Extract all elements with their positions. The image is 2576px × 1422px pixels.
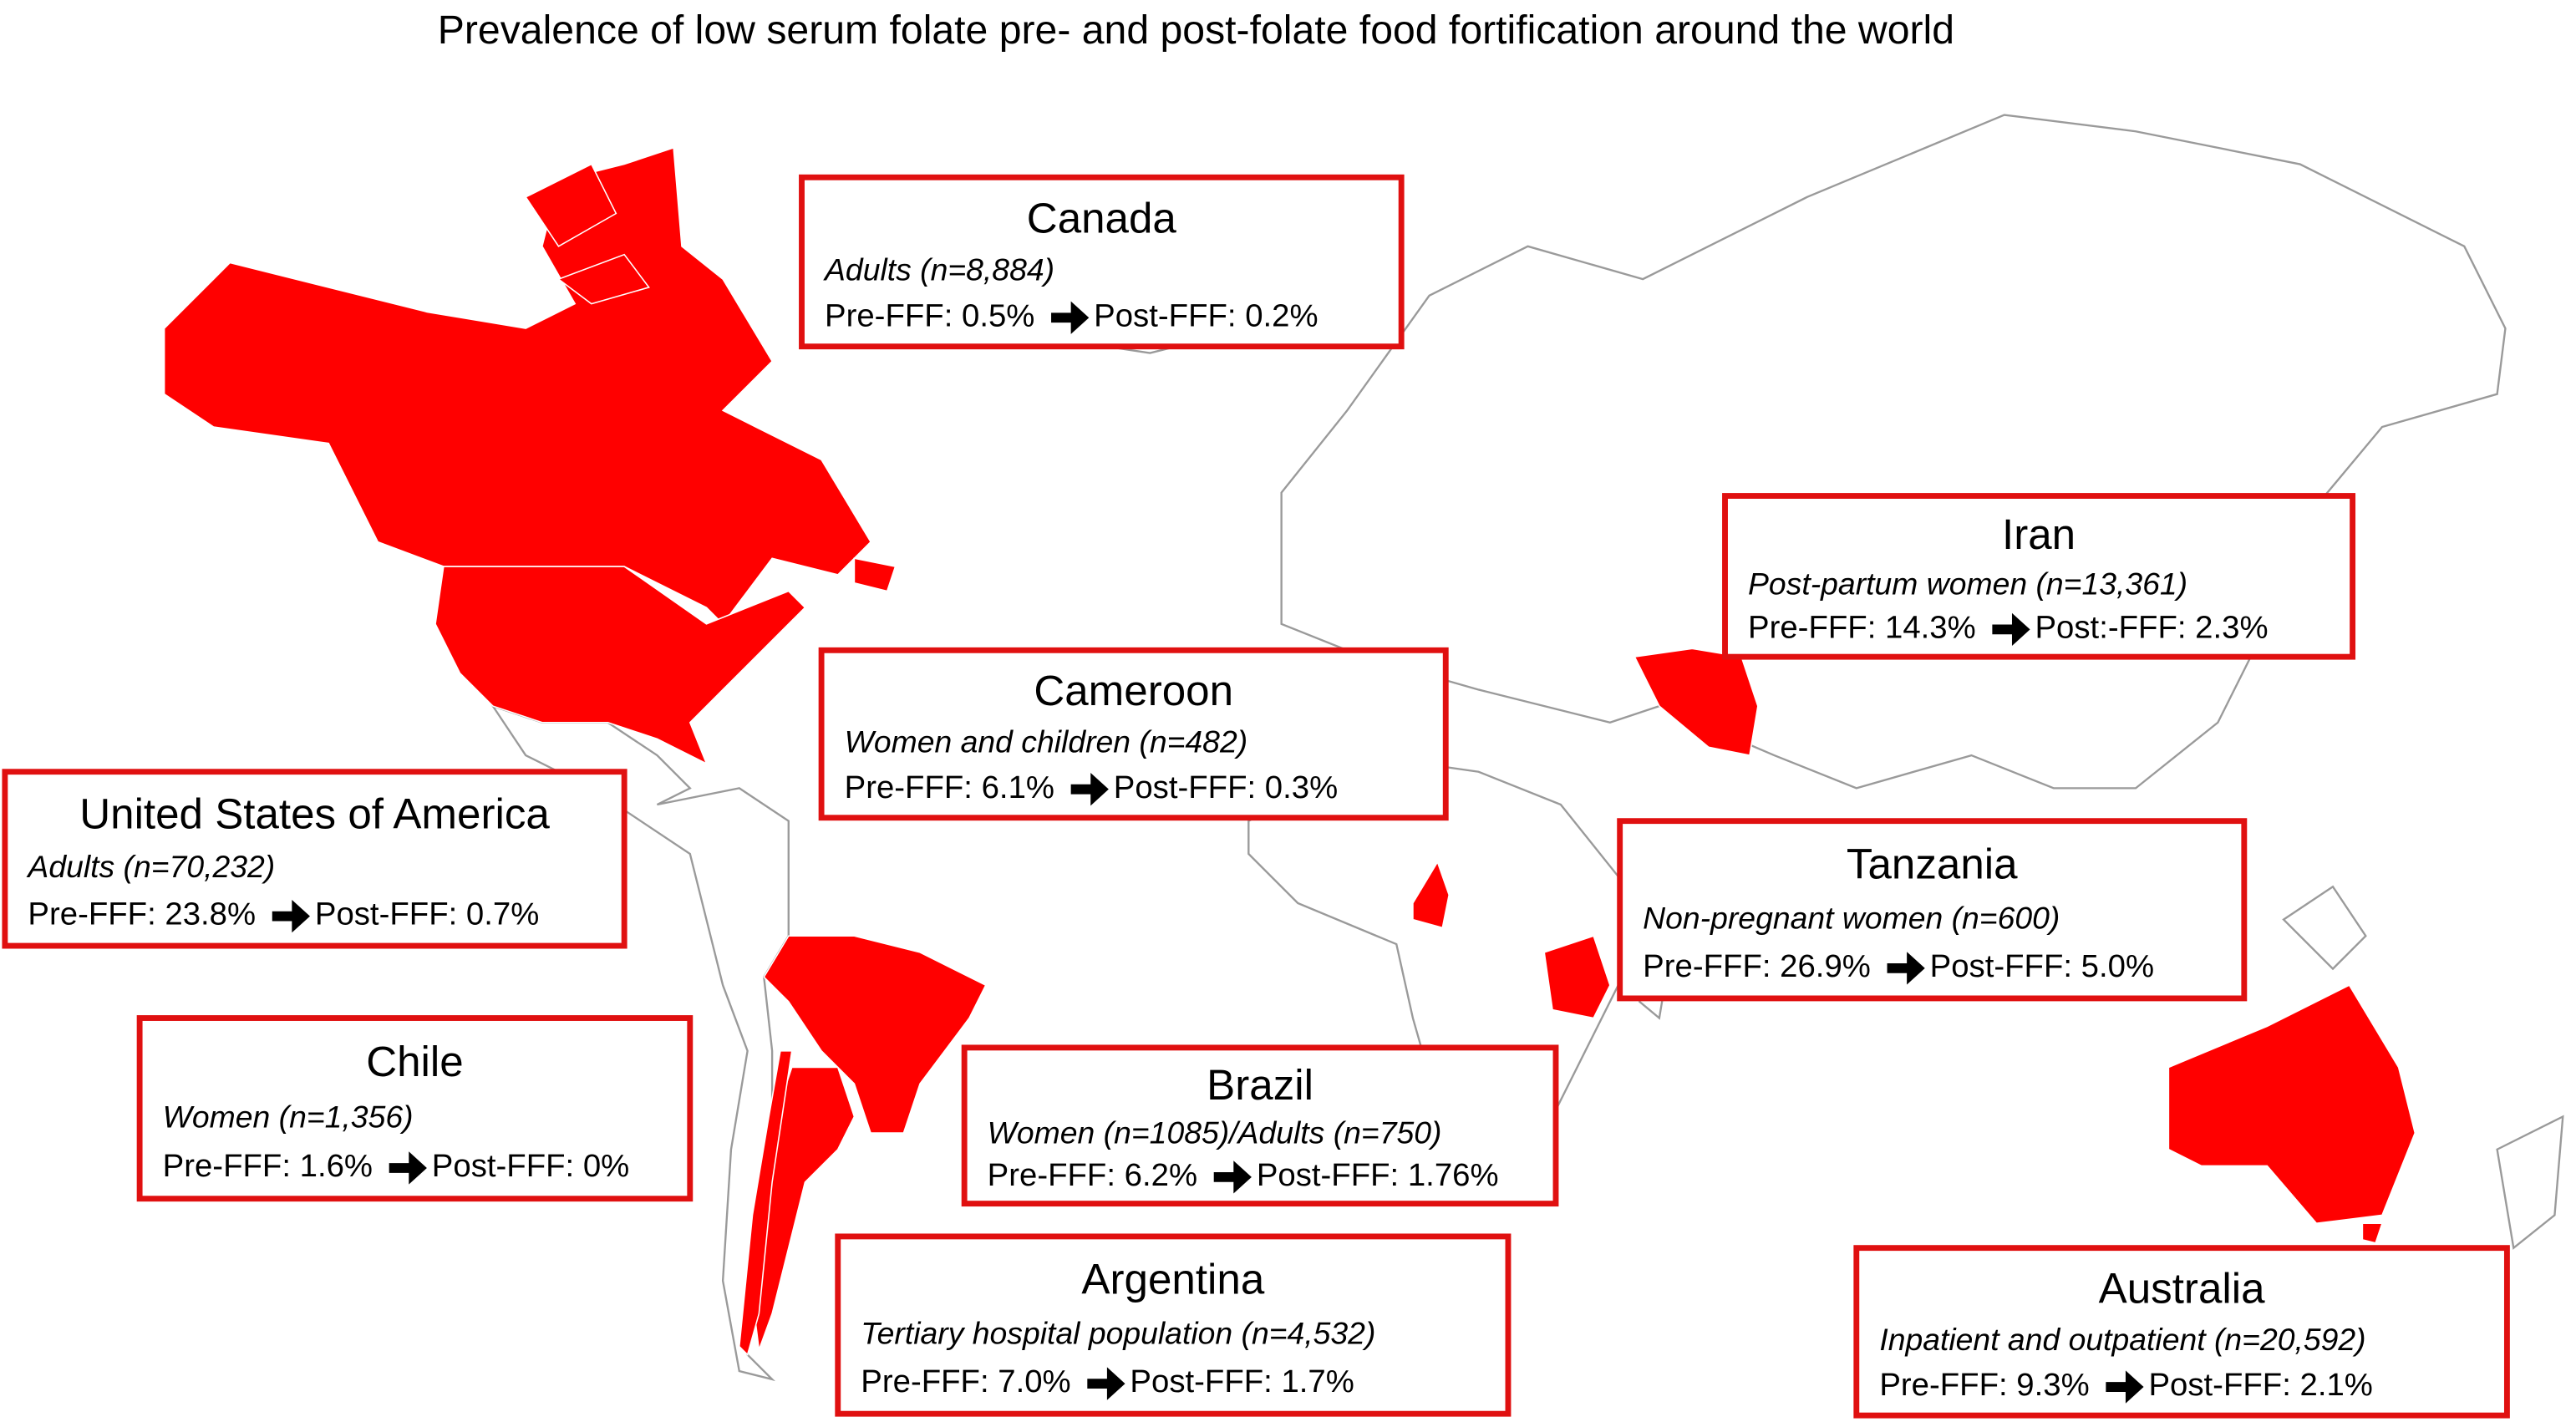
callout-box: Argentina Tertiary hospital population (n… <box>835 1233 1512 1417</box>
population: Post-partum women (n=13,361) <box>1748 566 2187 601</box>
population: Non-pregnant women (n=600) <box>1643 900 2060 935</box>
population: Adults (n=8,884) <box>823 251 1054 287</box>
population: Tertiary hospital population (n=4,532) <box>861 1316 1375 1351</box>
callout-box: Brazil Women (n=1085)/Adults (n=750) Pre-F… <box>961 1044 1559 1207</box>
arrow <box>389 1151 427 1185</box>
country-name: Canada <box>1027 194 1177 241</box>
country-name: United States of America <box>79 790 550 837</box>
post-value: Post-FFF: 2.1% <box>2148 1367 2372 1403</box>
country-name: Cameroon <box>1034 667 1233 714</box>
population: Women (n=1085)/Adults (n=750) <box>988 1115 1442 1150</box>
box-border <box>799 174 1405 350</box>
pre-value: Pre-FFF: 14.3% <box>1748 610 1976 646</box>
box-border <box>818 647 1449 821</box>
country-name: Chile <box>366 1038 463 1085</box>
country-name: Argentina <box>1081 1256 1264 1303</box>
box-border <box>2 769 627 949</box>
box-border <box>1617 818 2248 1002</box>
pre-value: Pre-FFF: 7.0% <box>861 1364 1070 1399</box>
box-border <box>1853 1245 2510 1419</box>
country-name: Australia <box>2099 1264 2265 1312</box>
pre-value: Pre-FFF: 23.8% <box>28 896 256 932</box>
pre-value: Pre-FFF: 1.6% <box>163 1148 373 1184</box>
post-value: Post-FFF: 1.7% <box>1130 1364 1354 1399</box>
country-name: Brazil <box>1207 1061 1313 1109</box>
arrow <box>1070 773 1109 806</box>
callout-box: Tanzania Non-pregnant women (n=600) Pre-FF… <box>1617 818 2248 1002</box>
post-value: Post-FFF: 0.7% <box>315 896 539 932</box>
box-border <box>961 1044 1559 1207</box>
pre-value: Pre-FFF: 26.9% <box>1643 948 1871 984</box>
arrow <box>272 899 310 933</box>
callout-box: Iran Post-partum women (n=13,361) Pre-FFF:… <box>1722 493 2356 660</box>
arrow <box>1213 1160 1252 1194</box>
post-value: Post-FFF: 0.2% <box>1094 297 1318 333</box>
arrow <box>1887 952 1925 985</box>
pre-value: Pre-FFF: 6.1% <box>845 769 1054 805</box>
arrow <box>1051 301 1090 334</box>
box-border <box>1722 493 2356 660</box>
callout-box: Chile Women (n=1,356) Pre-FFF: 1.6% Post-FF… <box>136 1015 694 1202</box>
arrow <box>1992 612 2030 647</box>
population: Women and children (n=482) <box>845 724 1248 759</box>
post-value: Post-FFF: 1.76% <box>1257 1157 1499 1193</box>
pre-value: Pre-FFF: 0.5% <box>825 297 1034 333</box>
callout-box: United States of America Adults (n=70,232… <box>2 769 627 949</box>
callouts: Canada Adults (n=8,884) Pre-FFF: 0.5% Post-… <box>2 174 2510 1419</box>
pre-value: Pre-FFF: 9.3% <box>1879 1367 2089 1403</box>
callout-box: Cameroon Women and children (n=482) Pre-FF… <box>818 647 1449 821</box>
population: Women (n=1,356) <box>163 1099 414 1134</box>
population: Adults (n=70,232) <box>26 849 275 884</box>
callout-box: Canada Adults (n=8,884) Pre-FFF: 0.5% Post-… <box>799 174 1405 350</box>
pre-value: Pre-FFF: 6.2% <box>988 1157 1197 1193</box>
post-value: Post-FFF: 0% <box>432 1148 629 1184</box>
country-name: Tanzania <box>1847 840 2018 887</box>
post-value: Post-FFF: 0.3% <box>1114 769 1338 805</box>
box-border <box>835 1233 1512 1417</box>
population: Inpatient and outpatient (n=20,592) <box>1879 1322 2365 1357</box>
arrow <box>1087 1367 1125 1400</box>
country-name: Iran <box>2002 510 2076 558</box>
arrow <box>2106 1370 2144 1404</box>
callout-box: Australia Inpatient and outpatient (n=20,… <box>1853 1245 2510 1419</box>
map-title: Prevalence of low serum folate pre- and … <box>438 8 1954 53</box>
highlighted-countries <box>163 146 2416 1356</box>
post-value: Post:-FFF: 2.3% <box>2035 610 2269 646</box>
post-value: Post-FFF: 5.0% <box>1930 948 2154 984</box>
